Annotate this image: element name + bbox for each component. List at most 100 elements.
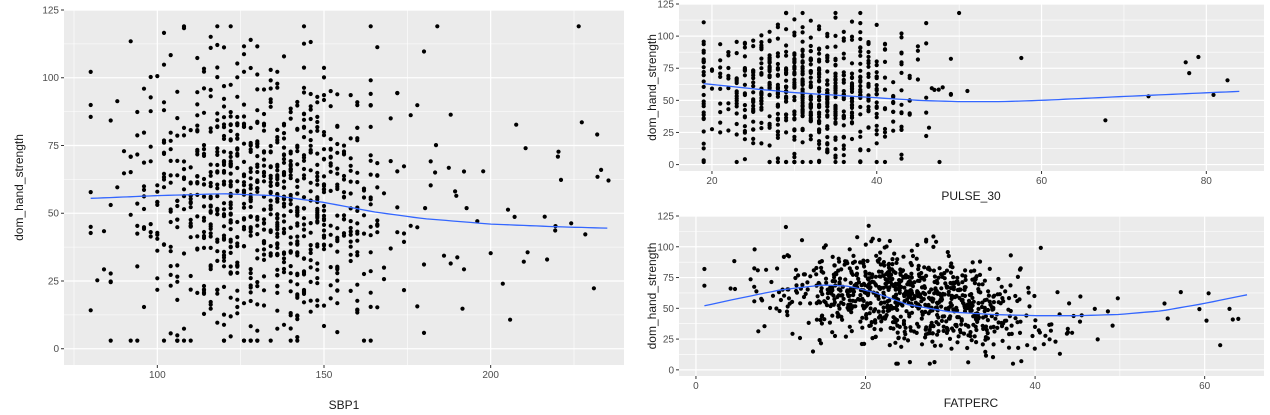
data-point bbox=[268, 143, 273, 149]
data-point bbox=[235, 244, 240, 249]
data-point bbox=[957, 287, 962, 292]
data-point bbox=[874, 105, 879, 110]
data-point bbox=[947, 336, 953, 341]
data-point bbox=[188, 217, 193, 222]
data-point bbox=[862, 264, 867, 269]
data-point bbox=[275, 168, 280, 173]
data-point bbox=[348, 219, 353, 224]
data-point bbox=[228, 239, 233, 244]
data-point bbox=[909, 248, 914, 253]
data-point bbox=[135, 201, 140, 206]
data-point bbox=[890, 320, 896, 325]
data-point bbox=[908, 325, 913, 330]
y-axis-label: dom_hand_strength bbox=[645, 34, 659, 141]
data-point bbox=[261, 207, 267, 212]
data-point bbox=[248, 276, 253, 281]
data-point bbox=[148, 159, 153, 164]
data-point bbox=[308, 138, 313, 143]
data-point bbox=[882, 87, 888, 92]
data-point bbox=[701, 48, 706, 53]
data-point bbox=[939, 304, 944, 309]
data-point bbox=[882, 126, 888, 132]
data-point bbox=[701, 73, 706, 78]
data-point bbox=[774, 306, 779, 311]
data-point bbox=[800, 81, 805, 86]
data-point bbox=[848, 287, 853, 292]
data-point bbox=[275, 308, 280, 313]
data-point bbox=[930, 339, 935, 344]
data-point bbox=[135, 264, 140, 269]
data-point bbox=[775, 102, 781, 107]
data-point bbox=[784, 99, 789, 104]
data-point bbox=[248, 176, 253, 181]
data-point bbox=[808, 133, 813, 138]
data-point bbox=[899, 88, 904, 93]
data-point bbox=[995, 292, 1000, 297]
data-point bbox=[1092, 306, 1097, 311]
data-point bbox=[141, 304, 147, 310]
data-point bbox=[843, 334, 849, 339]
data-point bbox=[375, 218, 380, 223]
data-point bbox=[833, 56, 838, 61]
data-point bbox=[853, 304, 858, 309]
data-point bbox=[800, 104, 805, 109]
data-point bbox=[873, 307, 878, 312]
data-point bbox=[784, 71, 789, 77]
data-point bbox=[288, 271, 293, 276]
data-point bbox=[924, 21, 929, 26]
data-point bbox=[148, 109, 153, 114]
data-point bbox=[841, 73, 846, 78]
data-point bbox=[321, 242, 327, 247]
data-point bbox=[281, 204, 287, 209]
data-point bbox=[401, 231, 407, 236]
data-point bbox=[877, 274, 882, 279]
data-point bbox=[775, 82, 781, 87]
data-point bbox=[308, 250, 313, 256]
data-point bbox=[141, 225, 147, 230]
data-point bbox=[415, 225, 420, 230]
data-point bbox=[235, 114, 240, 120]
data-point bbox=[1037, 330, 1042, 335]
data-point bbox=[201, 245, 207, 250]
data-point bbox=[341, 173, 347, 179]
data-point bbox=[175, 116, 180, 121]
data-point bbox=[308, 129, 313, 134]
data-point bbox=[375, 161, 380, 166]
data-point bbox=[886, 273, 892, 278]
data-point bbox=[348, 229, 353, 234]
data-point bbox=[355, 170, 360, 175]
data-point bbox=[759, 40, 764, 45]
data-point bbox=[751, 68, 756, 73]
data-point bbox=[235, 311, 240, 316]
data-point bbox=[321, 247, 327, 252]
data-point bbox=[874, 123, 879, 128]
data-point bbox=[996, 276, 1001, 282]
data-point bbox=[955, 340, 960, 345]
data-point bbox=[355, 103, 360, 108]
data-point bbox=[792, 155, 797, 160]
data-point bbox=[295, 335, 300, 340]
data-point bbox=[914, 256, 919, 261]
data-point bbox=[726, 76, 731, 81]
data-point bbox=[767, 73, 772, 78]
data-point bbox=[101, 267, 107, 272]
data-point bbox=[929, 86, 934, 91]
data-point bbox=[275, 182, 280, 187]
data-point bbox=[800, 60, 805, 65]
data-point bbox=[301, 155, 307, 160]
data-point bbox=[255, 248, 260, 253]
data-point bbox=[108, 279, 113, 284]
data-point bbox=[315, 128, 320, 133]
data-point bbox=[368, 250, 373, 255]
data-point bbox=[275, 252, 280, 258]
data-point bbox=[321, 93, 327, 98]
data-point bbox=[767, 55, 772, 61]
data-point bbox=[886, 287, 891, 292]
data-point bbox=[401, 239, 407, 244]
data-point bbox=[726, 65, 731, 71]
data-point bbox=[841, 114, 846, 119]
data-point bbox=[849, 86, 855, 91]
data-point bbox=[718, 71, 723, 76]
data-point bbox=[215, 182, 220, 187]
data-point bbox=[248, 140, 253, 146]
